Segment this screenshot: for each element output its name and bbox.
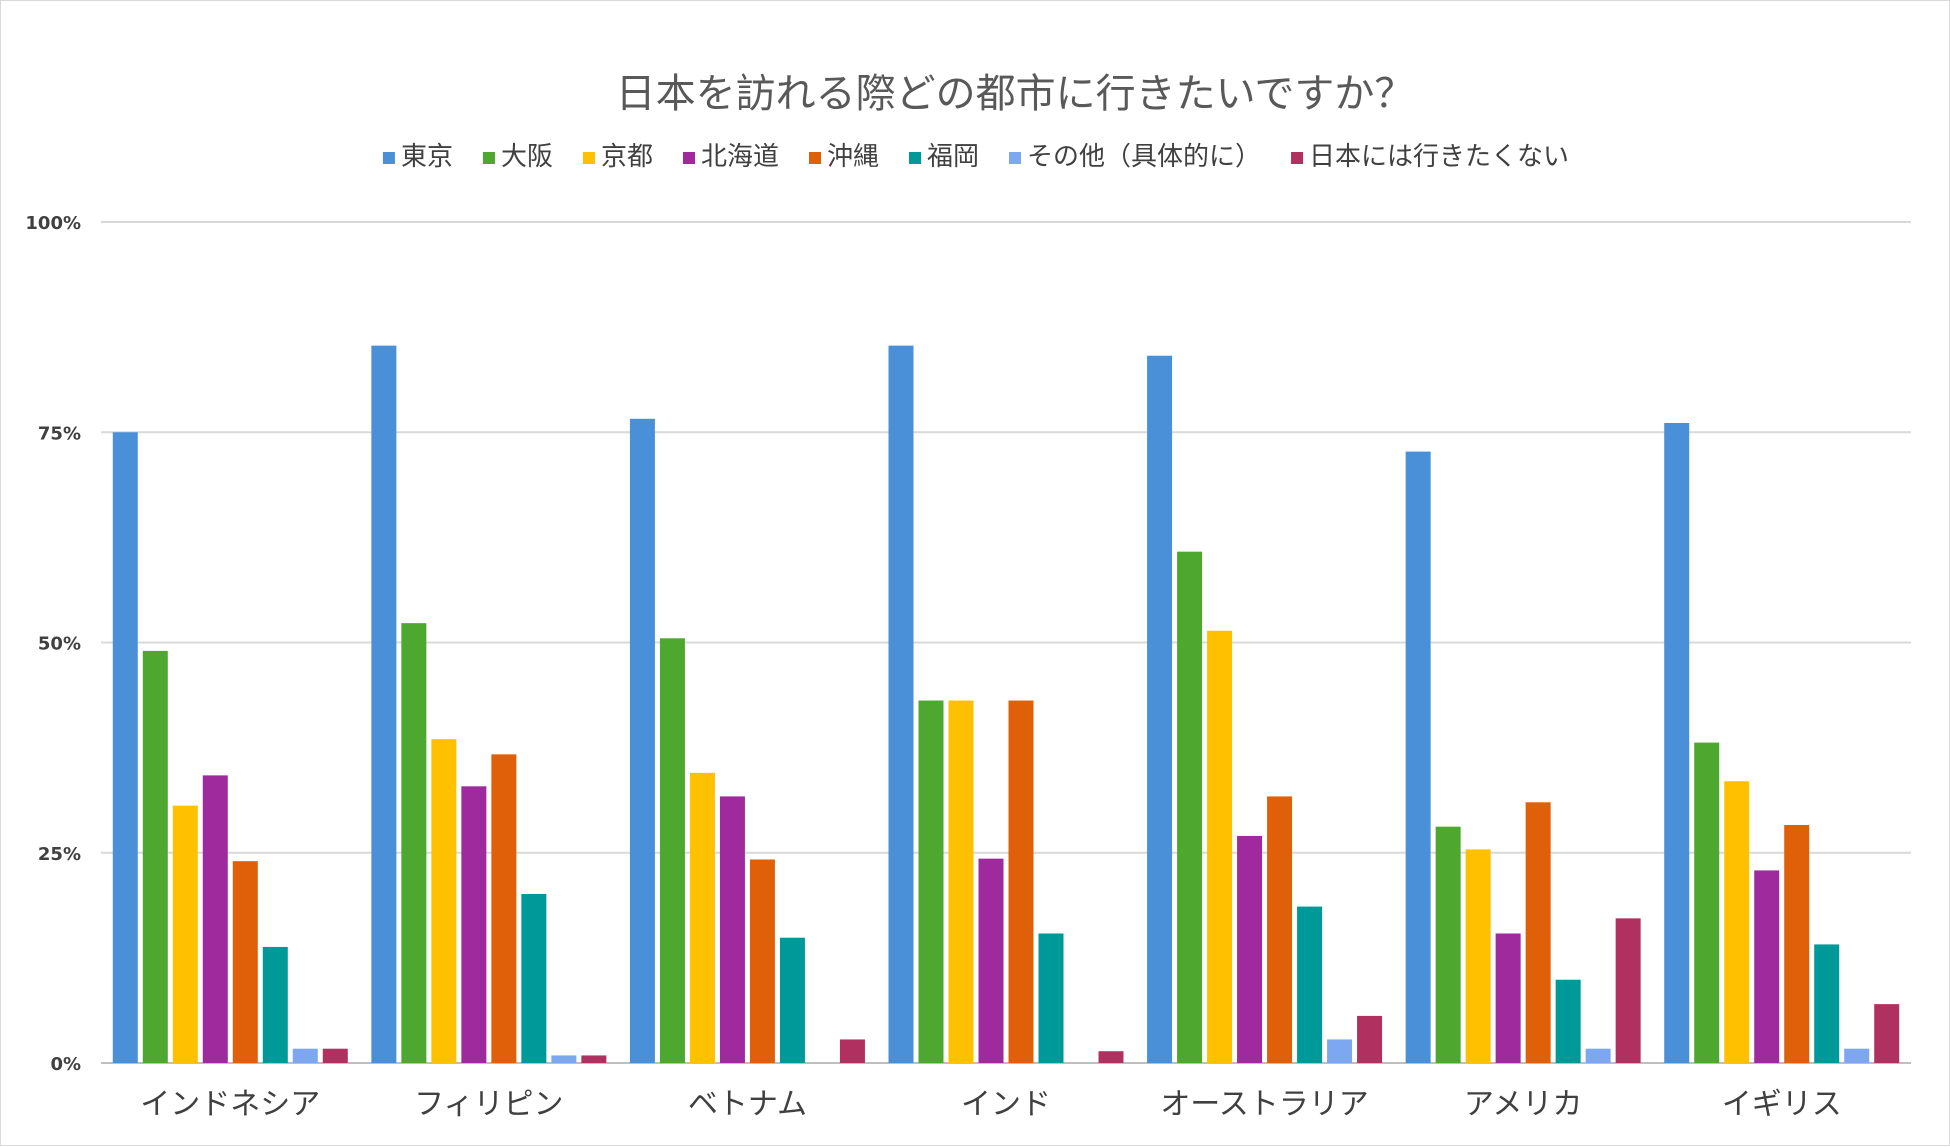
bar: [1207, 630, 1233, 1063]
legend-label: 東京: [401, 142, 453, 172]
x-tick-label: フィリピン: [414, 1087, 563, 1122]
bar: [232, 861, 258, 1063]
bar: [1147, 355, 1173, 1063]
legend-swatch: [582, 152, 595, 164]
bar: [491, 754, 517, 1063]
bar: [1525, 802, 1551, 1063]
legend-label: 沖縄: [827, 142, 879, 172]
bar: [659, 638, 685, 1063]
bar: [371, 345, 397, 1063]
y-tick-label: 50%: [38, 634, 81, 655]
bar: [461, 786, 487, 1063]
bar: [292, 1048, 318, 1063]
bar: [1267, 796, 1293, 1063]
chart-title: 日本を訪れる際どの都市に行きたいですか？: [616, 71, 1415, 117]
legend-label: 京都: [601, 142, 653, 172]
bar: [629, 418, 655, 1063]
bar: [1405, 451, 1431, 1063]
legend-swatch: [1291, 152, 1304, 164]
bar: [1297, 906, 1323, 1063]
bar: [689, 772, 715, 1063]
y-tick-label: 25%: [38, 844, 81, 865]
x-tick-label: アメリカ: [1464, 1087, 1583, 1122]
bar: [401, 623, 427, 1063]
legend-swatch: [809, 152, 821, 164]
bar: [1844, 1048, 1870, 1063]
bar: [1664, 422, 1690, 1063]
bar: [1784, 824, 1810, 1063]
bar: [551, 1055, 577, 1063]
x-tick-label: インド: [961, 1087, 1051, 1122]
y-tick-label: 100%: [25, 213, 81, 234]
legend-item: 京都: [582, 142, 653, 172]
bar: [431, 739, 457, 1063]
bar: [1357, 1015, 1383, 1063]
bar: [1098, 1051, 1124, 1063]
bar: [1495, 933, 1521, 1063]
legend-item: 沖縄: [809, 142, 879, 172]
x-tick-label: ベトナム: [688, 1087, 807, 1122]
bar: [142, 650, 168, 1063]
legend-label: 大阪: [501, 142, 553, 172]
x-tick-label: インドネシア: [140, 1087, 320, 1122]
bar: [1177, 551, 1203, 1063]
bar: [948, 700, 974, 1063]
legend: 東京 大阪 京都 北海道 沖縄 福岡 その他（具体的に） 日本には行きたくない: [382, 142, 1569, 172]
bar: [749, 859, 775, 1063]
y-axis: 0% 25% 50% 75% 100%: [25, 213, 81, 1075]
legend-label: 福岡: [927, 142, 979, 172]
bar: [1008, 700, 1034, 1063]
bar: [202, 775, 228, 1063]
legend-swatch: [682, 152, 695, 164]
bar: [1814, 944, 1840, 1063]
legend-item: 東京: [382, 142, 453, 172]
bar: [1724, 781, 1750, 1063]
legend-label: その他（具体的に）: [1027, 142, 1261, 172]
x-tick-label: イギリス: [1722, 1087, 1842, 1122]
legend-item: 福岡: [909, 142, 979, 172]
bar: [719, 796, 745, 1063]
bar: [581, 1055, 607, 1063]
legend-label: 北海道: [701, 142, 779, 172]
legend-swatch: [1009, 152, 1022, 164]
legend-swatch: [482, 152, 495, 164]
x-axis: インドネシア フィリピン ベトナム インド オーストラリア アメリカ イギリス: [140, 1087, 1841, 1122]
legend-item: その他（具体的に）: [1009, 142, 1261, 172]
y-tick-label: 75%: [38, 423, 81, 444]
bar: [322, 1048, 348, 1063]
bar: [1754, 870, 1780, 1063]
legend-label: 日本には行きたくない: [1309, 142, 1569, 172]
y-tick-label: 0%: [50, 1054, 81, 1075]
x-tick-label: オーストラリア: [1160, 1087, 1369, 1122]
bar: [1555, 979, 1581, 1063]
bar: [1465, 849, 1491, 1063]
legend-item: 北海道: [682, 142, 779, 172]
bar: [262, 946, 288, 1063]
bar: [888, 345, 914, 1063]
bar: [978, 858, 1004, 1063]
bar: [839, 1039, 865, 1063]
bar: [779, 937, 805, 1063]
bar: [1874, 1004, 1900, 1063]
bar: [1038, 933, 1064, 1063]
bars: [112, 345, 1900, 1063]
bar: [1435, 826, 1461, 1063]
bar: [1585, 1048, 1611, 1063]
bar: [521, 893, 547, 1063]
bar: [1327, 1039, 1353, 1063]
bar: [918, 700, 944, 1063]
bar: [112, 432, 138, 1063]
bar: [1615, 918, 1641, 1063]
bar: [1237, 835, 1263, 1063]
legend-swatch: [909, 152, 922, 164]
legend-swatch: [382, 152, 395, 164]
bar: [172, 805, 198, 1063]
legend-item: 日本には行きたくない: [1291, 142, 1569, 172]
legend-item: 大阪: [482, 142, 553, 172]
bar: [1694, 742, 1720, 1063]
